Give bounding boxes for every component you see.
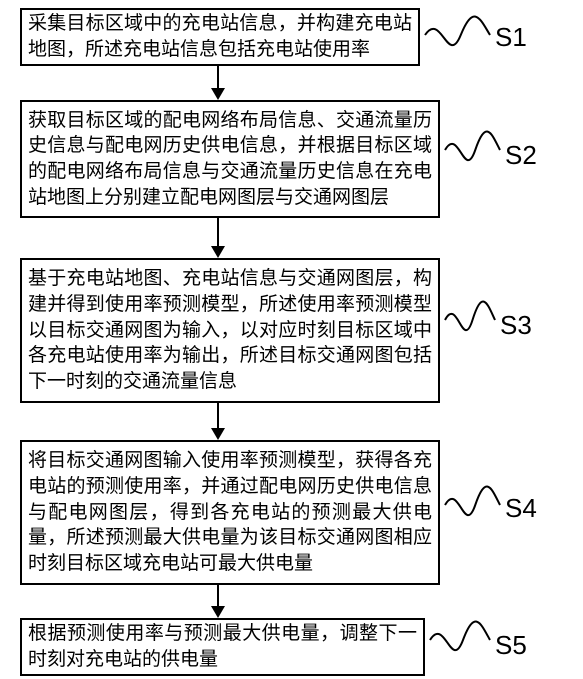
flow-node-s3: 基于充电站地图、充电站信息与交通网图层，构建并得到使用率预测模型，所述使用率预测… — [20, 258, 440, 403]
flow-edge-line — [217, 66, 219, 88]
flow-node-text: 采集目标区域中的充电站信息，并构建充电站地图，所述充电站信息包括充电站使用率 — [28, 11, 412, 62]
flow-node-text: 根据预测使用率与预测最大供电量，调整下一时刻对充电站的供电量 — [28, 621, 417, 672]
step-label-s3: S3 — [500, 310, 532, 341]
step-label-s2: S2 — [505, 140, 537, 171]
label-connector-squiggle — [445, 300, 495, 340]
label-connector-squiggle — [445, 130, 500, 170]
step-label-s5: S5 — [495, 630, 527, 661]
flow-node-s4: 将目标交通网图输入使用率预测模型，获得各充电站的预测使用率，并通过配电网历史供电… — [20, 440, 440, 585]
flow-edge-arrowhead — [211, 606, 225, 618]
label-connector-squiggle — [430, 620, 490, 660]
flow-edge-line — [217, 218, 219, 246]
flow-edge-arrowhead — [211, 246, 225, 258]
flow-edge-line — [217, 403, 219, 428]
flow-node-text: 将目标交通网图输入使用率预测模型，获得各充电站的预测使用率，并通过配电网历史供电… — [28, 448, 432, 576]
flow-node-s5: 根据预测使用率与预测最大供电量，调整下一时刻对充电站的供电量 — [20, 618, 425, 676]
label-connector-squiggle — [445, 485, 500, 525]
label-connector-squiggle — [425, 15, 490, 55]
step-label-s1: S1 — [495, 22, 527, 53]
flow-node-s2: 获取目标区域的配电网络布局信息、交通流量历史信息与配电网历史供电信息，并根据目标… — [20, 100, 440, 218]
flowchart-canvas: 采集目标区域中的充电站信息，并构建充电站地图，所述充电站信息包括充电站使用率 S1… — [0, 0, 583, 679]
flow-node-s1: 采集目标区域中的充电站信息，并构建充电站地图，所述充电站信息包括充电站使用率 — [20, 8, 420, 66]
flow-node-text: 基于充电站地图、充电站信息与交通网图层，构建并得到使用率预测模型，所述使用率预测… — [28, 266, 432, 394]
flow-edge-arrowhead — [211, 428, 225, 440]
flow-edge-arrowhead — [211, 88, 225, 100]
flow-edge-line — [217, 585, 219, 606]
flow-node-text: 获取目标区域的配电网络布局信息、交通流量历史信息与配电网历史供电信息，并根据目标… — [28, 108, 432, 211]
step-label-s4: S4 — [505, 493, 537, 524]
